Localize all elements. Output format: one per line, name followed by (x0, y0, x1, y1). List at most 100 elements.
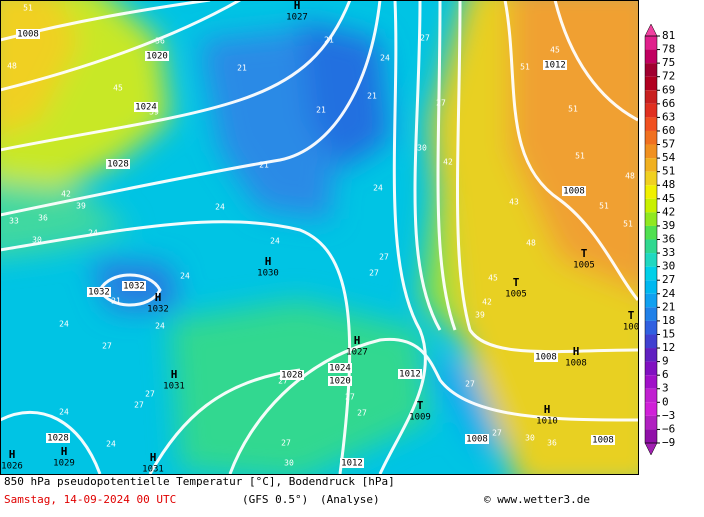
isobar-label: 1008 (563, 187, 585, 197)
colorbar-segment (645, 402, 657, 416)
colorbar-segment (645, 415, 657, 430)
temperature-label: 21 (316, 106, 326, 115)
pressure-value: 1026 (1, 462, 23, 472)
isobar-label: 1008 (592, 436, 614, 446)
colorbar-over (644, 23, 658, 37)
pressure-symbol: H (294, 0, 301, 12)
colorbar-segment (645, 293, 657, 308)
isobar-label: 1008 (466, 435, 488, 445)
temperature-label: 27 (420, 34, 430, 43)
map-field (0, 0, 638, 474)
temperature-label: 24 (180, 272, 190, 281)
colorbar-label: 45 (662, 192, 675, 205)
colorbar-under (644, 442, 658, 456)
colorbar-label: 39 (662, 219, 675, 232)
isobar-label: 1032 (88, 288, 110, 298)
temperature-label: 24 (88, 229, 98, 238)
temperature-label: 21 (111, 297, 121, 306)
pressure-symbol: H (573, 345, 580, 358)
colorbar-label: 27 (662, 273, 675, 286)
temperature-label: 45 (113, 84, 123, 93)
isobar-label-bg (534, 352, 558, 362)
temperature-label: 36 (155, 37, 165, 46)
colorbar-segment (645, 103, 657, 118)
temperature-label: 27 (492, 429, 502, 438)
pressure-value: 1010 (536, 417, 558, 427)
temperature-label: 45 (488, 274, 498, 283)
colorbar-label: −6 (662, 422, 675, 435)
colorbar-label: 48 (662, 178, 675, 191)
isobar-label: 1008 (17, 30, 39, 40)
isobar-label-bg (280, 370, 304, 380)
colorbar-label: 33 (662, 246, 675, 259)
temperature-label: 39 (76, 202, 86, 211)
colorbar-label: 63 (662, 110, 675, 123)
temperature-label: 51 (520, 63, 530, 72)
footer-credit: © www.wetter3.de (484, 493, 590, 506)
colorbar-segment (645, 144, 657, 159)
temperature-label: 43 (509, 198, 519, 207)
pressure-value: 1005 (505, 290, 527, 300)
pressure-symbol: T (628, 309, 635, 322)
temperature-label: 27 (357, 409, 367, 418)
isobars (0, 0, 638, 474)
colorbar-label: 42 (662, 205, 675, 218)
temperature-label: 24 (215, 203, 225, 212)
temperature-label: 30 (525, 434, 535, 443)
colorbar-segment (645, 307, 657, 321)
colorbar-label: 66 (662, 97, 675, 110)
temperature-label: 51 (575, 152, 585, 161)
isobar-label: 1012 (544, 61, 566, 71)
colorbar-label: 0 (662, 395, 669, 408)
colorbar-segment (645, 49, 657, 64)
isobar-label-bg (328, 363, 352, 373)
temperature-label: 24 (106, 440, 116, 449)
colorbar-label: 30 (662, 260, 675, 273)
colorbar-segment (645, 375, 657, 389)
isobar-label: 1024 (329, 364, 351, 374)
colorbar-segment (645, 253, 657, 267)
temperature-label: 48 (625, 172, 635, 181)
colorbar-label: 72 (662, 70, 675, 83)
temperature-label: 51 (23, 4, 33, 13)
temperature-label: 24 (155, 322, 165, 331)
colorbar-label: 57 (662, 138, 675, 151)
colorbar-label: 69 (662, 83, 675, 96)
temperature-label: 39 (475, 311, 485, 320)
colorbar-label: 51 (662, 165, 675, 178)
footer-model: (GFS 0.5°) (242, 493, 308, 506)
pressure-symbol: T (417, 399, 424, 412)
temperature-label: 21 (237, 64, 247, 73)
pressure-symbol: H (354, 334, 361, 347)
colorbar-label: 6 (662, 368, 669, 381)
temperature-label: 24 (59, 408, 69, 417)
isobar-label: 1032 (123, 282, 145, 292)
colorbar-label: 9 (662, 355, 669, 368)
colorbar-label: −9 (662, 436, 675, 449)
temperature-label: 42 (61, 190, 71, 199)
isobar-label-bg (134, 102, 158, 112)
colorbar-segment (645, 361, 657, 376)
pressure-symbol: H (9, 448, 16, 461)
colorbar-segment (645, 388, 657, 403)
temperature-label: 45 (550, 46, 560, 55)
colorbar-label: 60 (662, 124, 675, 137)
colorbar-segment (645, 185, 657, 199)
colorbar-segment (645, 429, 657, 443)
temperature-label: 36 (547, 439, 557, 448)
temperature-label: 27 (145, 390, 155, 399)
pressure-value: 1027 (346, 348, 368, 358)
colorbar-label: 12 (662, 341, 675, 354)
isobar-label: 1020 (146, 52, 168, 62)
footer-run: (Analyse) (320, 493, 380, 506)
temperature-label: 33 (9, 217, 19, 226)
temperature-label: 27 (278, 377, 288, 386)
temperature-label: 36 (38, 214, 48, 223)
footer-title: 850 hPa pseudopotentielle Temperatur [°C… (4, 475, 395, 488)
isobar-label-bg (46, 433, 70, 443)
isobar-label-bg (145, 51, 169, 61)
temperature-label: 24 (373, 184, 383, 193)
temperature-label: 30 (417, 144, 427, 153)
colorbar-segment (645, 212, 657, 226)
isobar-label: 1008 (535, 353, 557, 363)
